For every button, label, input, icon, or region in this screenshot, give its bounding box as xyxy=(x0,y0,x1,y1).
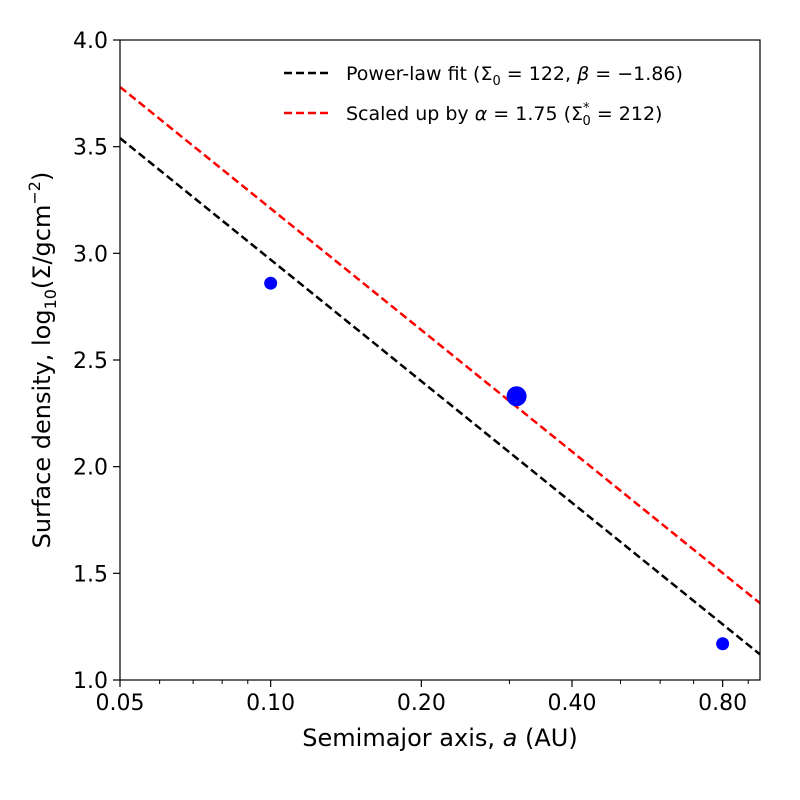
x-axis: 0.05 0.10 0.20 0.40 0.80 xyxy=(96,680,749,716)
y-axis: 1.0 1.5 2.0 2.5 3.0 3.5 4.0 xyxy=(73,29,120,694)
data-point-2 xyxy=(506,386,527,407)
legend-label-scaled: Scaled up by α = 1.75 (Σ* 0 = 212) xyxy=(346,101,662,129)
data-point-3 xyxy=(716,637,730,651)
x-tick-label: 0.10 xyxy=(246,691,295,716)
x-tick-label: 0.20 xyxy=(397,691,446,716)
y-tick-label: 2.0 xyxy=(73,456,108,481)
plot-frame xyxy=(119,39,761,681)
series-line-power-law-fit xyxy=(119,137,761,656)
legend-label-power-law: Power-law fit (Σ0 = 122, β = −1.86) xyxy=(346,63,683,89)
y-tick-label: 1.0 xyxy=(73,669,108,694)
legend: Power-law fit (Σ0 = 122, β = −1.86) Scal… xyxy=(284,63,683,129)
x-tick-label: 0.40 xyxy=(547,691,596,716)
x-axis-label: Semimajor axis, a (AU) xyxy=(302,724,577,752)
y-tick-label: 4.0 xyxy=(73,29,108,54)
data-point-1 xyxy=(264,276,278,290)
y-tick-label: 1.5 xyxy=(73,562,108,587)
y-tick-label: 3.0 xyxy=(73,242,108,267)
fit-lines xyxy=(119,85,761,656)
y-tick-label: 2.5 xyxy=(73,349,108,374)
series-line-scaled-fit xyxy=(119,85,761,605)
x-tick-label: 0.05 xyxy=(96,691,145,716)
y-axis-label: Surface density, log10(Σ/gcm−2) xyxy=(25,172,60,549)
x-tick-label: 0.80 xyxy=(698,691,747,716)
data-points xyxy=(264,276,730,651)
y-tick-label: 3.5 xyxy=(73,136,108,161)
